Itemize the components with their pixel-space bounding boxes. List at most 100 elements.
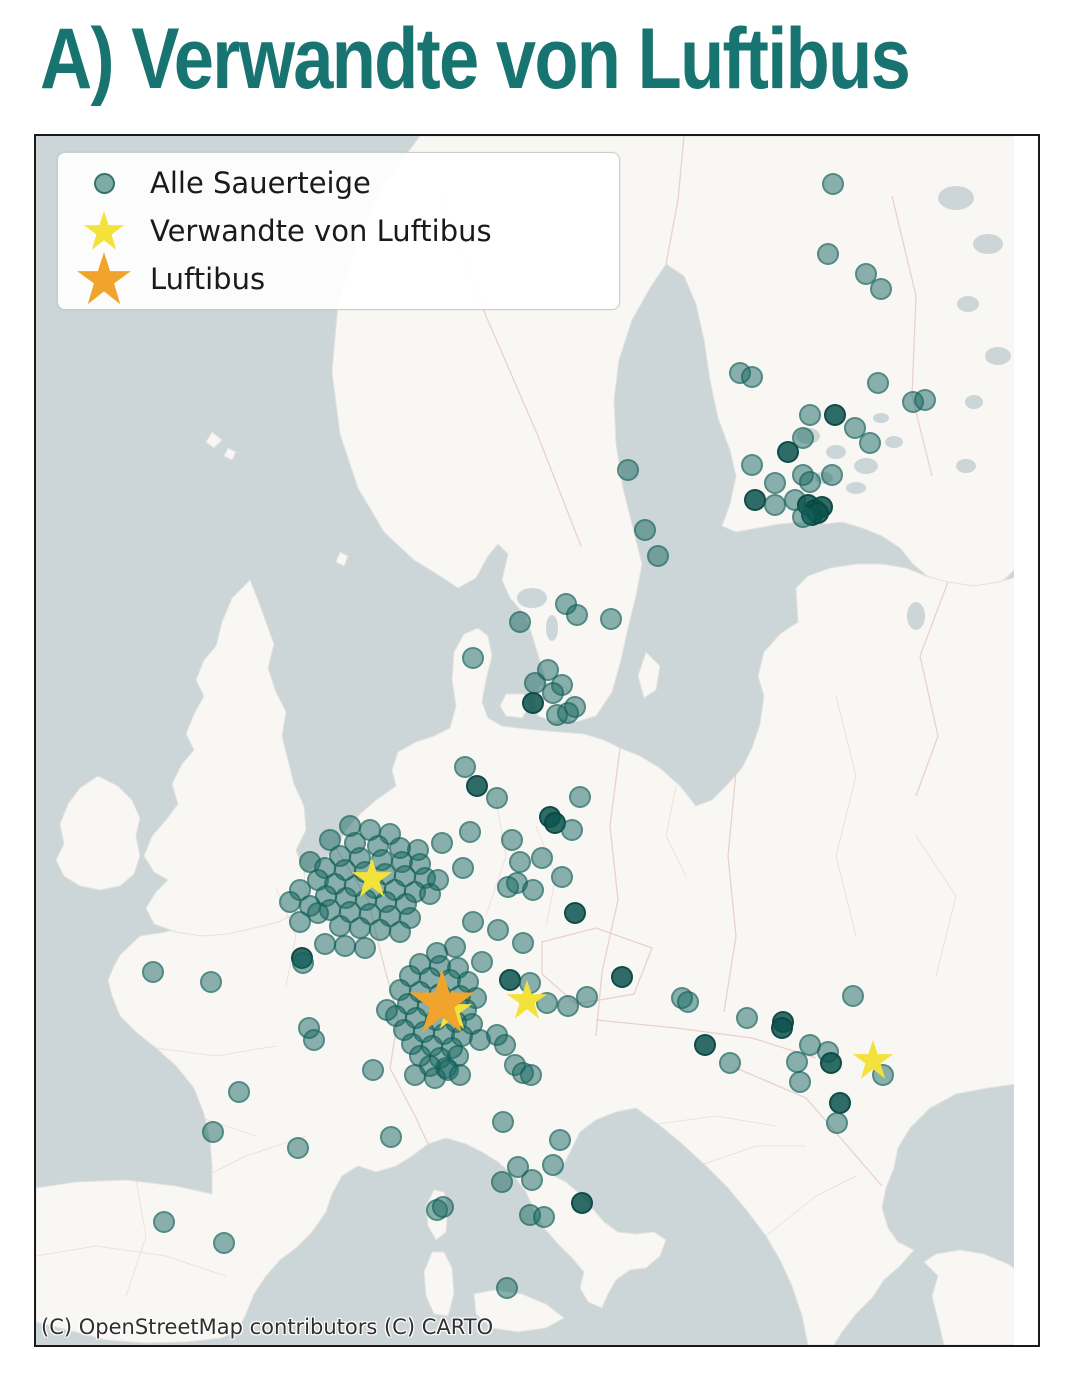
sourdough-dot: [459, 821, 481, 843]
sourdough-dot: [462, 911, 484, 933]
sourdough-dot: [566, 604, 588, 626]
sourdough-dot: [870, 278, 892, 300]
sourdough-dot: [826, 1112, 848, 1134]
sourdough-dot: [741, 366, 763, 388]
related-star: [351, 857, 393, 897]
sourdough-dot: [202, 1121, 224, 1143]
sourdough-dot: [522, 692, 544, 714]
sourdough-dot: [213, 1232, 235, 1254]
orange-star-icon: [77, 252, 131, 305]
related-star: [852, 1039, 894, 1079]
sourdough-dot: [789, 1071, 811, 1093]
sourdough-dot: [771, 1017, 793, 1039]
legend-label: Verwandte von Luftibus: [150, 213, 492, 248]
sourdough-dot: [292, 952, 314, 974]
sourdough-dot: [462, 647, 484, 669]
sourdough-dot: [492, 1111, 514, 1133]
legend-item-luftibus: Luftibus: [58, 252, 619, 305]
sourdough-dot: [600, 608, 622, 630]
sourdough-dot: [557, 995, 579, 1017]
sourdough-dot: [487, 919, 509, 941]
legend: Alle Sauerteige Verwandte von Luftibus L…: [57, 152, 620, 310]
sourdough-dot: [449, 1064, 471, 1086]
sourdough-dot: [507, 1156, 529, 1178]
sourdough-dot: [287, 1137, 309, 1159]
page-title: A) Verwandte von Luftibus: [40, 11, 911, 107]
lakes: [517, 186, 1011, 641]
sourdough-dot: [817, 243, 839, 265]
sourdough-dot: [496, 1277, 518, 1299]
sourdough-dot: [376, 999, 398, 1021]
sourdough-dot: [354, 937, 376, 959]
sourdough-dot: [521, 1169, 543, 1191]
sourdough-dot: [777, 441, 799, 463]
sourdough-dot: [647, 545, 669, 567]
sourdough-dot: [486, 787, 508, 809]
sourdough-dot: [432, 1196, 454, 1218]
sourdough-dot: [512, 932, 534, 954]
yellow-star-icon: [83, 210, 125, 250]
sourdough-dot: [501, 829, 523, 851]
map-attribution: (C) OpenStreetMap contributors (C) CARTO: [41, 1315, 494, 1339]
sourdough-dot: [792, 427, 814, 449]
sourdough-dot: [571, 1192, 593, 1214]
sourdough-dot: [228, 1081, 250, 1103]
sourdough-dot: [307, 902, 329, 924]
sourdough-dot: [542, 682, 564, 704]
sourdough-dot: [533, 1206, 555, 1228]
sourdough-dot: [471, 951, 493, 973]
sourdough-dot: [867, 372, 889, 394]
sourdough-dot: [792, 506, 814, 528]
sourdough-dot: [303, 1029, 325, 1051]
sourdough-dot: [289, 911, 311, 933]
sourdough-dot: [380, 1126, 402, 1148]
sourdough-dot: [569, 786, 591, 808]
sourdough-dot: [820, 1052, 842, 1074]
sourdough-dot: [431, 832, 453, 854]
sourdough-dot: [844, 417, 866, 439]
sourdough-dot: [694, 1034, 716, 1056]
sourdough-dot: [859, 432, 881, 454]
sourdough-dot: [520, 1064, 542, 1086]
sourdough-dot: [491, 1171, 513, 1193]
sourdough-dot: [389, 921, 411, 943]
sourdough-dot: [452, 857, 474, 879]
admin-boundaries-minor: [36, 695, 957, 1297]
sourdough-dot: [153, 1211, 175, 1233]
sourdough-dot: [855, 263, 877, 285]
sourdough-dot: [764, 472, 786, 494]
sourdough-dot: [549, 1129, 571, 1151]
sourdough-dot: [522, 879, 544, 901]
sourdough-dot: [557, 702, 579, 724]
sourdough-dot: [419, 883, 441, 905]
sourdough-dot: [362, 1059, 384, 1081]
legend-item-all-sourdoughs: Alle Sauerteige: [58, 159, 619, 207]
sourdough-dot: [611, 966, 633, 988]
sourdough-dot: [634, 519, 656, 541]
sourdough-dot: [617, 459, 639, 481]
sourdough-dot: [497, 876, 519, 898]
stars-layer: [36, 136, 1038, 1345]
sourdough-dot: [509, 611, 531, 633]
sourdough-dot: [822, 173, 844, 195]
map-frame: Alle Sauerteige Verwandte von Luftibus L…: [34, 134, 1040, 1347]
sourdough-dot: [799, 471, 821, 493]
sourdough-dot: [494, 1034, 516, 1056]
sourdough-dot: [542, 1154, 564, 1176]
map-canvas: Alle Sauerteige Verwandte von Luftibus L…: [36, 136, 1038, 1345]
legend-label: Luftibus: [150, 261, 266, 296]
sourdough-dot: [466, 775, 488, 797]
map-edge-blank: [1014, 136, 1038, 1345]
sourdough-dot: [531, 847, 553, 869]
dots-layer: [36, 136, 1038, 1345]
related-star: [506, 979, 548, 1019]
sourdough-dot: [564, 902, 586, 924]
sourdough-dot: [454, 756, 476, 778]
teal-circle-icon: [93, 172, 115, 194]
sourdough-dot: [677, 991, 699, 1013]
sourdough-dot: [719, 1052, 741, 1074]
sourdough-dot: [821, 464, 843, 486]
sourdough-dot: [561, 819, 583, 841]
sourdough-dot: [551, 866, 573, 888]
sourdough-dot: [142, 961, 164, 983]
